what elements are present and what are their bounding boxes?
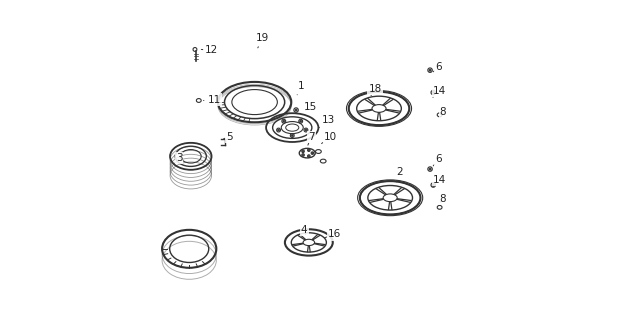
Circle shape: [303, 151, 304, 152]
Circle shape: [432, 184, 435, 186]
Text: 6: 6: [433, 154, 442, 166]
Text: 1: 1: [297, 81, 304, 95]
Text: 5: 5: [223, 131, 232, 142]
Text: 2: 2: [397, 167, 403, 182]
Text: 8: 8: [440, 107, 446, 117]
Text: 10: 10: [321, 131, 337, 144]
Text: 15: 15: [303, 102, 317, 112]
Text: 13: 13: [319, 115, 335, 128]
Text: 18: 18: [369, 84, 381, 96]
Circle shape: [303, 154, 304, 156]
Circle shape: [278, 129, 280, 131]
Circle shape: [283, 120, 285, 122]
Circle shape: [429, 69, 431, 71]
Circle shape: [432, 92, 435, 94]
Circle shape: [295, 109, 297, 111]
Text: 14: 14: [433, 86, 446, 97]
Circle shape: [312, 152, 313, 154]
Text: 14: 14: [433, 175, 446, 187]
Circle shape: [308, 150, 310, 151]
Text: 4: 4: [301, 225, 307, 235]
Text: 6: 6: [433, 62, 442, 72]
Text: 16: 16: [324, 229, 341, 240]
Circle shape: [291, 135, 293, 137]
Circle shape: [429, 168, 431, 170]
Text: 12: 12: [202, 45, 218, 56]
Text: 11: 11: [204, 94, 221, 105]
Text: 7: 7: [308, 132, 314, 145]
Text: 19: 19: [256, 33, 269, 48]
Circle shape: [308, 155, 310, 157]
Circle shape: [300, 120, 301, 122]
Text: 3: 3: [176, 153, 182, 163]
Circle shape: [305, 129, 307, 131]
Text: 8: 8: [440, 194, 446, 204]
